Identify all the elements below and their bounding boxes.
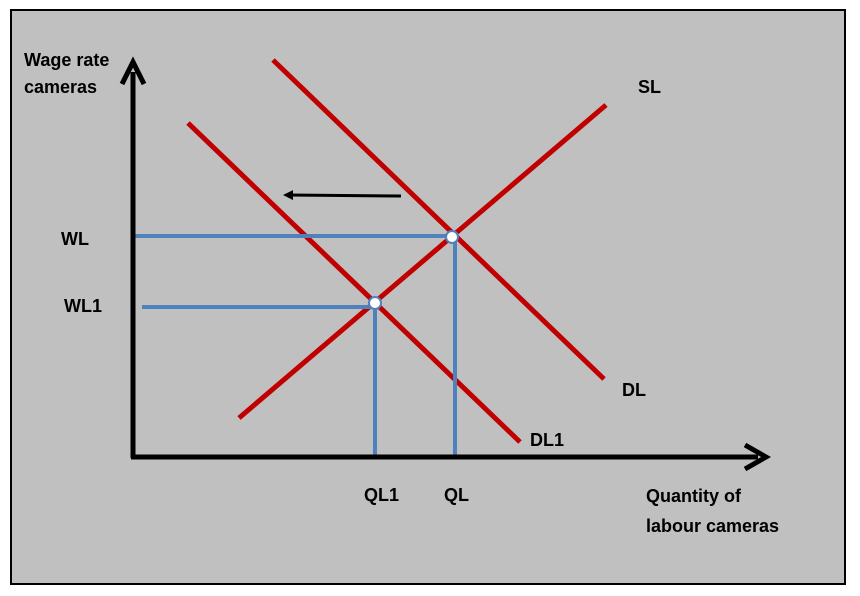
x-axis-label-line-1: Quantity of: [646, 486, 742, 506]
demand-curve-dl1: [186, 121, 522, 444]
demand-curve-dl: [271, 58, 606, 381]
supply-curve-label: SL: [638, 77, 661, 97]
diagram-frame: [10, 9, 846, 585]
wage-label-wl: WL: [61, 229, 89, 249]
equilibrium-point-original: [445, 230, 459, 244]
y-axis-label: Wage rate cameras: [24, 50, 114, 97]
demand-shift-arrow: [283, 190, 402, 201]
quantity-label-ql: QL: [444, 485, 469, 505]
x-axis-arrowhead: [743, 442, 772, 472]
y-axis-label-line-2: cameras: [24, 77, 97, 97]
equilibrium-point-new: [368, 296, 382, 310]
supply-curve-sl: [237, 103, 608, 420]
x-axis-label: Quantity of labour cameras: [646, 486, 779, 536]
y-axis-arrowhead: [119, 56, 147, 86]
wage-label-wl1: WL1: [64, 296, 102, 316]
y-axis-label-line-1: Wage rate: [24, 50, 109, 70]
demand-curve-label: DL: [622, 380, 646, 400]
demand-shifted-curve-label: DL1: [530, 430, 564, 450]
quantity-label-ql1: QL1: [364, 485, 399, 505]
x-axis-label-line-2: labour cameras: [646, 516, 779, 536]
